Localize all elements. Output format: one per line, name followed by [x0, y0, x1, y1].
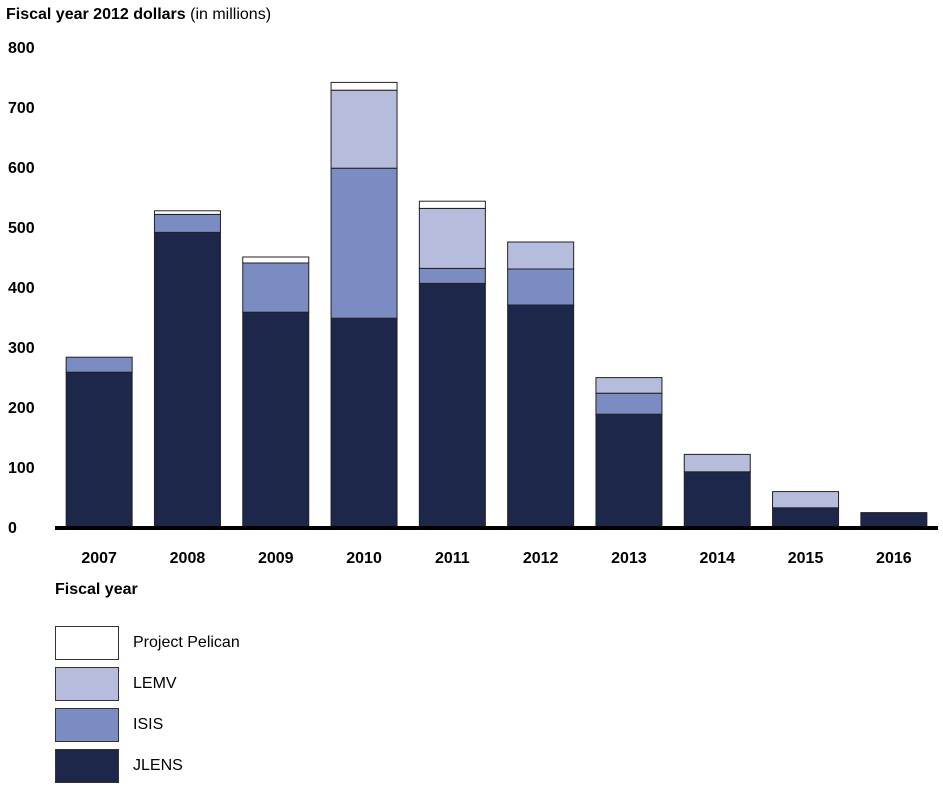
x-tick-label-2015: 2015	[788, 550, 824, 567]
bar-isis-2008	[153, 213, 221, 233]
legend-item-isis: ISIS	[55, 707, 240, 743]
legend-swatch-isis	[55, 708, 119, 742]
bar-jlens-2011	[418, 282, 486, 528]
x-tick-label-2010: 2010	[346, 550, 382, 567]
bar-jlens-2009	[242, 311, 310, 528]
bar-isis-2009	[242, 262, 310, 313]
x-axis-title: Fiscal year	[55, 581, 138, 598]
legend-item-lemv: LEMV	[55, 666, 240, 702]
legend-label-lemv: LEMV	[133, 675, 177, 692]
y-tick-label-200: 200	[8, 400, 35, 417]
chart-legend: Project Pelican LEMV ISIS JLENS	[55, 625, 240, 789]
y-axis-title-main: Fiscal year 2012 dollars	[6, 6, 186, 23]
x-tick-label-2012: 2012	[523, 550, 559, 567]
bar-isis-2007	[65, 356, 133, 373]
x-tick-label-2008: 2008	[170, 550, 206, 567]
y-tick-label-500: 500	[8, 220, 35, 237]
y-tick-label-700: 700	[8, 100, 35, 117]
stacked-bar-chart: 0 100 200 300 400 500 600 700 800 2007 2008 2009 201…	[8, 40, 938, 598]
bar-lemv-2010	[330, 89, 398, 169]
x-tick-label-2014: 2014	[699, 550, 735, 567]
legend-swatch-project-pelican	[55, 626, 119, 660]
legend-label-isis: ISIS	[133, 716, 164, 733]
bar-project-pelican-2010	[330, 81, 398, 91]
y-tick-label-400: 400	[8, 280, 35, 297]
bar-jlens-2015	[772, 507, 840, 528]
y-tick-label-600: 600	[8, 160, 35, 177]
y-tick-label-800: 800	[8, 40, 35, 57]
bar-isis-2010	[330, 167, 398, 319]
y-tick-label-300: 300	[8, 340, 35, 357]
bar-lemv-2012	[507, 241, 575, 270]
y-axis-title-units: (in millions)	[190, 6, 272, 23]
bar-jlens-2007	[65, 371, 133, 528]
bar-isis-2011	[418, 267, 486, 284]
bar-jlens-2016	[860, 512, 928, 528]
bar-lemv-2011	[418, 207, 486, 269]
x-tick-label-2007: 2007	[81, 550, 117, 567]
legend-label-jlens: JLENS	[133, 757, 183, 774]
x-tick-label-2009: 2009	[258, 550, 294, 567]
bar-lemv-2014	[683, 453, 751, 473]
bar-jlens-2014	[683, 471, 751, 528]
bar-project-pelican-2008	[153, 210, 221, 215]
x-tick-label-2013: 2013	[611, 550, 647, 567]
bar-jlens-2012	[507, 304, 575, 528]
bar-isis-2013	[595, 392, 663, 415]
y-tick-label-0: 0	[8, 520, 17, 537]
bar-jlens-2010	[330, 317, 398, 528]
bar-project-pelican-2009	[242, 256, 310, 264]
bar-jlens-2008	[153, 231, 221, 528]
bar-isis-2012	[507, 268, 575, 306]
y-axis-title: Fiscal year 2012 dollars (in millions)	[6, 6, 271, 24]
legend-swatch-lemv	[55, 667, 119, 701]
bar-jlens-2013	[595, 413, 663, 528]
bar-lemv-2013	[595, 377, 663, 394]
legend-item-project-pelican: Project Pelican	[55, 625, 240, 661]
bar-project-pelican-2011	[418, 200, 486, 209]
x-tick-label-2016: 2016	[876, 550, 912, 567]
y-tick-label-100: 100	[8, 460, 35, 477]
x-tick-label-2011: 2011	[435, 550, 470, 567]
legend-swatch-jlens	[55, 749, 119, 783]
legend-label-project-pelican: Project Pelican	[133, 634, 240, 651]
legend-item-jlens: JLENS	[55, 748, 240, 784]
bar-lemv-2015	[772, 491, 840, 509]
